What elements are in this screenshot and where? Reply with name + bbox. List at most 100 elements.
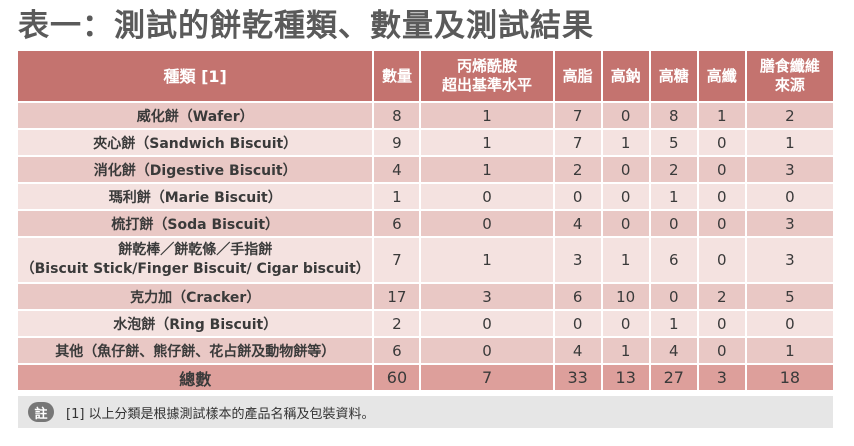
cell-high-sodium: 10: [600, 282, 650, 310]
row-type-name: 消化餅（Digestive Biscuit）: [18, 155, 374, 183]
row-type-name-text: 其他（魚仔餅、熊仔餅、花占餅及動物餅等）: [55, 343, 336, 360]
cell-high-fat: 7: [552, 128, 602, 156]
table-row: 其他（魚仔餅、熊仔餅、花占餅及動物餅等） 6 0 4 1 4 0 1: [18, 336, 833, 364]
footnote: 註 [1] 以上分類是根據測試樣本的產品名稱及包裝資料。: [18, 396, 833, 428]
cell-fibre-source: 1: [744, 336, 833, 364]
header-acrylamide: 丙烯酰胺 超出基準水平: [419, 51, 554, 102]
cell-acrylamide: 1: [419, 128, 554, 156]
cell-count: 2: [372, 309, 421, 337]
cell-fibre-source: 0: [744, 309, 833, 337]
cell-high-sodium: 0: [600, 309, 650, 337]
cell-acrylamide: 0: [419, 182, 554, 210]
cell-high-sugar: 1: [648, 182, 698, 210]
cell-count: 1: [372, 182, 421, 210]
header-high-sugar: 高糖: [648, 51, 698, 102]
cell-high-fat: 0: [552, 309, 602, 337]
cell-fibre-source: 5: [744, 282, 833, 310]
note-text: [1] 以上分類是根據測試樣本的產品名稱及包裝資料。: [66, 406, 375, 422]
header-acrylamide-line1: 丙烯酰胺: [457, 57, 518, 75]
cell-high-fibre: 0: [696, 336, 746, 364]
total-high-fibre: 3: [696, 363, 746, 390]
cell-high-sugar: 6: [648, 236, 698, 283]
cell-count: 8: [372, 101, 421, 129]
cell-high-sodium: 0: [600, 101, 650, 129]
row-type-name: 餅乾棒／餅乾條／手指餅 （Biscuit Stick/Finger Biscuit…: [18, 236, 374, 283]
cell-high-fibre: 0: [696, 182, 746, 210]
cell-acrylamide: 0: [419, 209, 554, 237]
cell-acrylamide: 0: [419, 309, 554, 337]
table-row: 水泡餅（Ring Biscuit） 2 0 0 0 1 0 0: [18, 309, 833, 337]
cell-acrylamide: 3: [419, 282, 554, 310]
row-type-name-text: 水泡餅（Ring Biscuit）: [113, 316, 278, 333]
cell-acrylamide: 1: [419, 155, 554, 183]
table-row: 瑪利餅（Marie Biscuit） 1 0 0 0 1 0 0: [18, 182, 833, 210]
cell-high-fat: 2: [552, 155, 602, 183]
cell-high-fibre: 2: [696, 282, 746, 310]
row-type-name-text: 克力加（Cracker）: [130, 289, 261, 306]
cell-high-sodium: 1: [600, 236, 650, 283]
cell-high-fat: 4: [552, 209, 602, 237]
cell-acrylamide: 1: [419, 101, 554, 129]
table-row: 梳打餅（Soda Biscuit） 6 0 4 0 0 0 3: [18, 209, 833, 237]
cell-fibre-source: 3: [744, 155, 833, 183]
total-high-sugar: 27: [648, 363, 698, 390]
cell-count: 9: [372, 128, 421, 156]
cell-high-sodium: 1: [600, 336, 650, 364]
cell-count: 17: [372, 282, 421, 310]
cell-high-sodium: 1: [600, 128, 650, 156]
cell-high-fibre: 0: [696, 236, 746, 283]
cell-high-fat: 3: [552, 236, 602, 283]
header-high-sodium: 高鈉: [600, 51, 650, 102]
cell-count: 4: [372, 155, 421, 183]
header-fibre-source: 膳食纖維 來源: [744, 51, 833, 102]
header-count: 數量: [372, 51, 421, 102]
total-row: 總數 60 7 33 13 27 3 18: [18, 363, 833, 390]
total-acrylamide: 7: [419, 363, 554, 390]
cell-high-sugar: 0: [648, 209, 698, 237]
total-count: 60: [372, 363, 421, 390]
header-acrylamide-line2: 超出基準水平: [442, 76, 533, 94]
cell-fibre-source: 0: [744, 182, 833, 210]
cell-high-sugar: 0: [648, 282, 698, 310]
header-high-fat: 高脂: [552, 51, 602, 102]
table-row: 威化餅（Wafer） 8 1 7 0 8 1 2: [18, 101, 833, 129]
total-fibre-source: 18: [744, 363, 833, 390]
cell-count: 6: [372, 336, 421, 364]
cell-high-sugar: 4: [648, 336, 698, 364]
cell-high-fibre: 0: [696, 209, 746, 237]
cell-high-sodium: 0: [600, 155, 650, 183]
row-type-name-text: 威化餅（Wafer）: [136, 108, 254, 125]
table-row: 夾心餅（Sandwich Biscuit） 9 1 7 1 5 0 1: [18, 128, 833, 156]
note-badge: 註: [28, 402, 54, 422]
cell-high-fat: 0: [552, 182, 602, 210]
cell-high-fibre: 0: [696, 309, 746, 337]
row-type-name: 水泡餅（Ring Biscuit）: [18, 309, 374, 337]
results-table: 種類 [1] 數量 丙烯酰胺 超出基準水平 高脂 高鈉 高糖 高纖 膳食纖維 來…: [18, 51, 833, 390]
cell-high-sugar: 1: [648, 309, 698, 337]
cell-fibre-source: 3: [744, 236, 833, 283]
cell-high-sodium: 0: [600, 182, 650, 210]
row-type-name: 其他（魚仔餅、熊仔餅、花占餅及動物餅等）: [18, 336, 374, 364]
total-high-fat: 33: [552, 363, 602, 390]
total-high-sodium: 13: [600, 363, 650, 390]
total-label: 總數: [18, 363, 374, 390]
row-type-name: 瑪利餅（Marie Biscuit）: [18, 182, 374, 210]
row-type-name-text: 消化餅（Digestive Biscuit）: [93, 162, 297, 179]
row-type-name: 克力加（Cracker）: [18, 282, 374, 310]
table-row: 消化餅（Digestive Biscuit） 4 1 2 0 2 0 3: [18, 155, 833, 183]
row-type-name-text: 梳打餅（Soda Biscuit）: [111, 216, 280, 233]
table-header-row: 種類 [1] 數量 丙烯酰胺 超出基準水平 高脂 高鈉 高糖 高纖 膳食纖維 來…: [18, 51, 833, 102]
cell-acrylamide: 0: [419, 336, 554, 364]
row-type-name-sub: （Biscuit Stick/Finger Biscuit/ Cigar bis…: [20, 261, 370, 277]
cell-high-sodium: 0: [600, 209, 650, 237]
header-high-fibre: 高纖: [696, 51, 746, 102]
cell-high-sugar: 2: [648, 155, 698, 183]
cell-high-fibre: 0: [696, 155, 746, 183]
row-type-name: 梳打餅（Soda Biscuit）: [18, 209, 374, 237]
cell-high-sugar: 8: [648, 101, 698, 129]
row-type-name-text: 瑪利餅（Marie Biscuit）: [108, 189, 282, 206]
row-type-name-text: 餅乾棒／餅乾條／手指餅: [118, 242, 273, 258]
row-type-name: 威化餅（Wafer）: [18, 101, 374, 129]
row-type-name: 夾心餅（Sandwich Biscuit）: [18, 128, 374, 156]
cell-count: 7: [372, 236, 421, 283]
